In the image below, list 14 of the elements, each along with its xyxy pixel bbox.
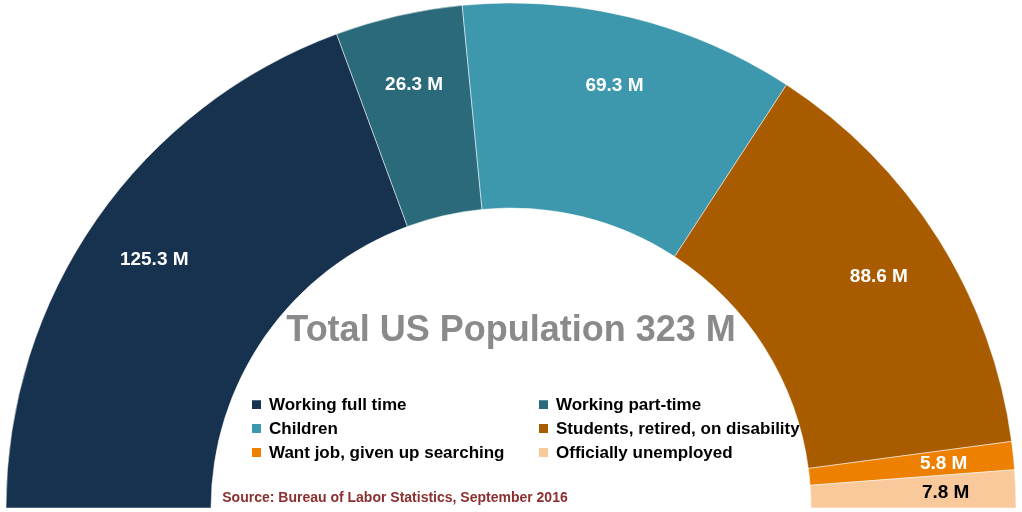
source-note: Source: Bureau of Labor Statistics, September 2016 bbox=[222, 489, 568, 505]
data-label: 69.3 M bbox=[585, 74, 644, 96]
legend-label: Working full time bbox=[269, 394, 407, 414]
data-label: 125.3 M bbox=[119, 248, 189, 270]
legend-label: Working part-time bbox=[556, 394, 702, 414]
data-label: 7.8 M bbox=[921, 480, 970, 502]
data-label: 5.8 M bbox=[919, 451, 968, 473]
legend-label: Want job, given up searching bbox=[269, 442, 505, 462]
data-label: 88.6 M bbox=[849, 264, 908, 286]
legend-label: Children bbox=[269, 418, 338, 438]
legend-label: Officially unemployed bbox=[556, 442, 733, 462]
legend-label: Students, retired, on disability bbox=[556, 418, 801, 438]
data-label: 26.3 M bbox=[385, 72, 444, 94]
text: Total US Population 323 M bbox=[286, 308, 736, 349]
